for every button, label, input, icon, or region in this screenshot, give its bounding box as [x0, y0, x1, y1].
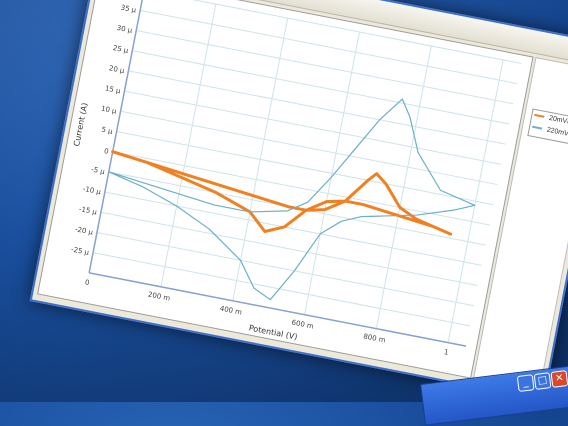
- grid-line-horizontal: [112, 151, 490, 226]
- grid-line-horizontal: [140, 9, 518, 85]
- grid-line-horizontal: [132, 50, 510, 125]
- grid-line-horizontal: [124, 90, 502, 165]
- y-tick-label: 0: [103, 147, 109, 156]
- x-tick-label: 200 m: [147, 291, 171, 303]
- grid-line-vertical: [232, 17, 289, 301]
- grid-line-vertical: [447, 59, 504, 343]
- x-axis: [88, 272, 467, 347]
- y-tick-label: 20 µ: [108, 64, 125, 75]
- y-tick-label: 10 µ: [100, 105, 117, 116]
- y-tick-label: 5 µ: [101, 126, 114, 136]
- grid-line-horizontal: [143, 0, 522, 64]
- x-tick-label: 1: [443, 348, 449, 357]
- grid-line-horizontal: [92, 252, 471, 327]
- grid-line-vertical: [375, 45, 432, 329]
- plot-area[interactable]: 40 µ35 µ30 µ25 µ20 µ15 µ10 µ5 µ0-5 µ-10 …: [37, 0, 534, 379]
- grid-line-horizontal: [116, 130, 494, 206]
- y-tick-label: -5 µ: [90, 166, 105, 177]
- plot-window[interactable]: ⊕ ⊖ ⊞ ↖ ▲ 40 µ35 µ30 µ25 µ20 µ15 µ10 µ5 …: [29, 0, 568, 401]
- y-tick-label: -10 µ: [82, 185, 102, 196]
- grid-line-vertical: [160, 3, 217, 287]
- legend-swatch-blue: [531, 125, 543, 130]
- x-tick-label: 800 m: [363, 332, 387, 344]
- series-line-orange: [111, 150, 453, 236]
- legend-swatch-orange: [534, 114, 545, 118]
- y-tick-label: -20 µ: [74, 225, 94, 236]
- grid-line-horizontal: [100, 211, 478, 287]
- grid-line-horizontal: [120, 110, 498, 186]
- minimize-icon[interactable]: _: [516, 374, 535, 393]
- y-tick-label: 35 µ: [120, 4, 137, 15]
- y-axis-title: Current (A): [72, 102, 89, 147]
- y-tick-label: 25 µ: [112, 44, 129, 55]
- maximize-icon[interactable]: □: [533, 372, 552, 390]
- x-tick-label: 0: [84, 278, 90, 287]
- close-icon[interactable]: ✕: [550, 370, 568, 388]
- y-tick-label: -15 µ: [78, 205, 98, 216]
- x-tick-label: 400 m: [219, 305, 243, 317]
- grid-line-horizontal: [96, 231, 475, 307]
- grid-line-horizontal: [128, 70, 506, 145]
- x-tick-label: 600 m: [291, 318, 315, 330]
- legend-label: 220mV/s: [546, 126, 568, 139]
- grid-line-vertical: [304, 31, 360, 315]
- legend: 20mV/s 220mV/s: [527, 108, 568, 147]
- y-tick-label: 30 µ: [116, 24, 133, 35]
- y-tick-label: 15 µ: [104, 84, 121, 95]
- y-axis: [88, 0, 145, 273]
- grid-line-horizontal: [104, 191, 482, 266]
- grid-line-horizontal: [136, 30, 514, 105]
- y-tick-label: -25 µ: [70, 245, 90, 256]
- series-line-blue: [108, 98, 476, 301]
